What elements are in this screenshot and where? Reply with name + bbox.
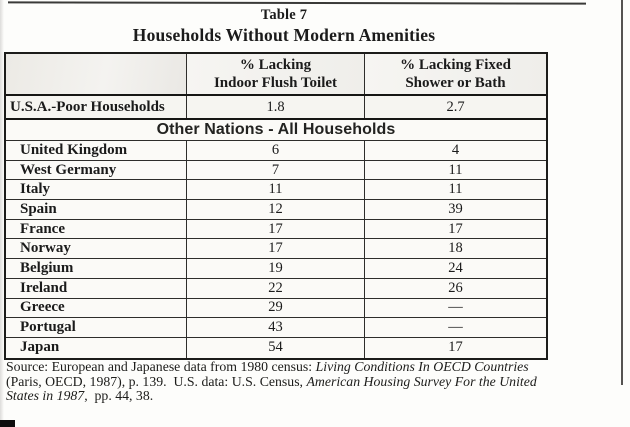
cell-shower-value: 17 [448, 339, 463, 356]
source-line-3: States in 1987, pp. 44, 38. [6, 388, 154, 404]
table-header-row: % Lacking Indoor Flush Toilet % Lacking … [6, 54, 546, 94]
cell-toilet-value: 29 [187, 298, 365, 318]
cell-country: Spain [6, 200, 187, 219]
cell-country: Ireland [6, 278, 187, 298]
cell-shower-value: 39 [448, 200, 463, 217]
cell-toilet-value: 6 [187, 141, 365, 160]
cell-toilet-value: 7 [187, 160, 365, 180]
cell-country: Portugal [6, 318, 187, 337]
usa-poor-households-row: U.S.A.-Poor Households 1.8 2.7 [6, 94, 546, 120]
source-note: Source: European and Japanese data from … [6, 359, 606, 404]
source-line-2: (Paris, OECD, 1987), p. 139. U.S. data: … [6, 373, 537, 389]
cell-toilet-value: 1.8 [187, 96, 365, 118]
column-header-shower: % Lacking Fixed Shower or Bath [365, 54, 546, 94]
cell-toilet-value: 22 [187, 278, 365, 298]
table-row: Ireland 22 26 [6, 278, 546, 299]
cell-toilet-value: 54 [187, 337, 365, 358]
table-row: Greece 29 — [6, 298, 546, 319]
cell-shower-value: — [448, 299, 463, 316]
cell-shower-value: 2.7 [446, 98, 465, 115]
cell-country: Greece [6, 298, 187, 318]
column-header-toilet: % Lacking Indoor Flush Toilet [187, 54, 365, 94]
cell-shower-value: — [448, 319, 463, 336]
table-row: United Kingdom 6 4 [6, 141, 546, 161]
table-row: West Germany 7 11 [6, 160, 546, 181]
cell-country: France [6, 219, 187, 239]
cell-toilet-value: 19 [187, 259, 365, 278]
page-top-border [7, 1, 587, 5]
table-row: Belgium 19 24 [6, 259, 546, 279]
cell-country: West Germany [6, 160, 187, 180]
page-right-border [621, 0, 623, 385]
source-line-1: Source: European and Japanese data from … [6, 359, 529, 374]
cell-toilet-value: 43 [187, 318, 365, 337]
table-row: Spain 12 39 [6, 200, 546, 220]
cell-shower-value: 18 [448, 240, 463, 257]
title-block: Table 7 Households Without Modern Amenit… [0, 7, 568, 46]
cell-shower-value: 11 [448, 181, 463, 198]
cell-toilet-value: 17 [187, 219, 365, 239]
cell-toilet-value: 11 [187, 180, 365, 200]
cell-country: Belgium [6, 259, 187, 278]
amenities-table: % Lacking Indoor Flush Toilet % Lacking … [4, 52, 548, 360]
section-header-row: Other Nations - All Households [6, 120, 546, 141]
cell-country: Italy [6, 180, 187, 200]
table-row: Portugal 43 — [6, 318, 546, 338]
table-row: Japan 54 17 [6, 337, 546, 358]
cell-shower-value: 17 [448, 220, 463, 237]
table-row: France 17 17 [6, 219, 546, 240]
cell-country: U.S.A.-Poor Households [6, 96, 187, 118]
scan-artifact-mark [0, 420, 15, 427]
cell-shower-value: 4 [451, 141, 460, 158]
cell-country: Norway [6, 239, 187, 259]
cell-shower-value: 24 [448, 259, 463, 276]
cell-toilet-value: 17 [187, 239, 365, 259]
table-row: Norway 17 18 [6, 239, 546, 260]
page-title: Households Without Modern Amenities [132, 25, 436, 45]
cell-toilet-value: 12 [187, 200, 365, 219]
cell-shower-value: 11 [448, 161, 463, 178]
scan-left-edge-shade [0, 0, 4, 427]
column-header-empty [6, 54, 187, 94]
table-number-title: Table 7 [260, 7, 308, 23]
cell-country: United Kingdom [6, 141, 187, 160]
cell-country: Japan [6, 337, 187, 358]
table-row: Italy 11 11 [6, 180, 546, 201]
cell-shower-value: 26 [448, 279, 463, 296]
